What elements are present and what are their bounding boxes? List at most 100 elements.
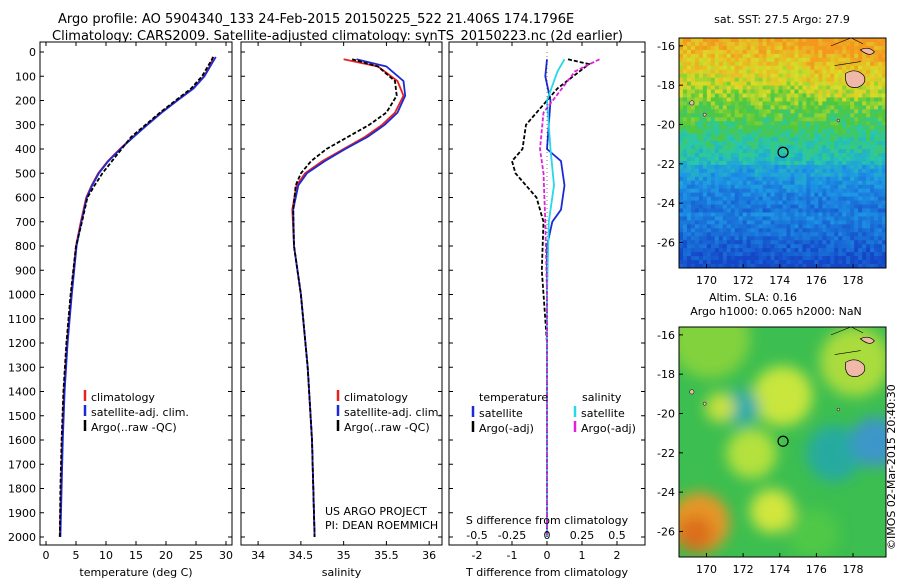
map-cell xyxy=(738,97,744,102)
map-cell xyxy=(838,212,843,217)
map-cell xyxy=(778,137,783,142)
map-cell xyxy=(698,156,704,162)
map-cell xyxy=(794,65,799,71)
map-cell xyxy=(866,117,871,122)
map-cell xyxy=(858,244,863,249)
map-cell xyxy=(734,184,740,190)
map-cell xyxy=(794,61,799,67)
map-cell xyxy=(850,212,855,217)
map-cell xyxy=(794,85,799,90)
map-cell xyxy=(690,192,696,198)
map-cell xyxy=(798,45,803,51)
map-cell xyxy=(786,172,791,178)
map-cell xyxy=(866,160,871,166)
map-cell xyxy=(734,196,740,201)
map-cell xyxy=(766,208,771,213)
map-cell xyxy=(870,57,875,63)
map-cell xyxy=(822,125,827,130)
map-cell xyxy=(710,176,716,182)
map-cell xyxy=(766,264,771,268)
map-cell xyxy=(710,145,716,150)
map-cell xyxy=(694,244,700,249)
map-cell xyxy=(882,156,886,162)
map-cell xyxy=(679,172,684,178)
map-cell xyxy=(818,256,823,261)
map-cell xyxy=(726,38,732,43)
map-cell xyxy=(762,53,767,59)
map-cell xyxy=(770,188,775,194)
map-cell xyxy=(778,41,783,47)
map-cell xyxy=(754,93,760,98)
map-cell xyxy=(706,228,712,233)
map-cell xyxy=(794,121,799,126)
map-cell xyxy=(730,121,736,126)
map-cell xyxy=(814,38,819,43)
map-cell xyxy=(850,41,855,47)
map-cell xyxy=(878,49,883,55)
map-cell xyxy=(682,244,688,249)
map-cell xyxy=(842,228,847,233)
map-cell xyxy=(830,125,835,130)
map-cell xyxy=(882,153,886,158)
map-cell xyxy=(738,109,744,114)
map-cell xyxy=(714,101,720,106)
map-cell xyxy=(679,49,684,55)
map-cell xyxy=(774,208,779,213)
map-cell xyxy=(794,168,799,174)
map-cell xyxy=(774,113,779,118)
map-cell xyxy=(826,89,831,94)
map-cell xyxy=(858,53,863,59)
map-cell xyxy=(818,77,823,83)
map-cell xyxy=(882,244,886,249)
map-cell xyxy=(786,184,791,190)
map-cell xyxy=(838,153,843,158)
map-cell xyxy=(710,121,716,126)
map-cell xyxy=(794,89,799,94)
map-cell xyxy=(746,252,752,257)
map-cell xyxy=(806,224,811,229)
map-cell xyxy=(722,113,728,118)
map-cell xyxy=(774,49,779,55)
map-cell xyxy=(822,113,827,118)
map-blob xyxy=(726,428,777,479)
map-cell xyxy=(706,141,712,146)
map-cell xyxy=(814,145,819,150)
map-cell xyxy=(770,212,775,217)
map-cell xyxy=(730,248,736,253)
map-cell xyxy=(750,101,756,106)
map-cell xyxy=(698,113,704,118)
map-cell xyxy=(882,256,886,261)
map-cell xyxy=(802,160,807,166)
map-cell xyxy=(806,256,811,261)
map-cell xyxy=(834,164,839,170)
map-cell xyxy=(746,141,752,146)
map-cell xyxy=(786,220,791,225)
map-cell xyxy=(734,204,740,209)
map-cell xyxy=(798,133,803,138)
map-cell xyxy=(802,248,807,253)
map-cell xyxy=(826,93,831,98)
map-cell xyxy=(742,264,748,268)
map-cell xyxy=(786,137,791,142)
map-cell xyxy=(806,145,811,150)
map-cell xyxy=(738,121,744,126)
map-cell xyxy=(854,145,859,150)
map-cell xyxy=(814,180,819,186)
map-cell xyxy=(738,81,744,86)
map-cell xyxy=(866,93,871,98)
map-cell xyxy=(770,240,775,245)
map-cell xyxy=(706,188,712,194)
map-cell xyxy=(874,41,879,47)
map-cell xyxy=(758,77,763,83)
map-cell xyxy=(762,141,767,146)
map-cell xyxy=(762,160,767,166)
map-cell xyxy=(778,69,783,75)
map-cell xyxy=(722,192,728,198)
map-cell xyxy=(734,192,740,198)
map-cell xyxy=(738,117,744,122)
map-cell xyxy=(874,220,879,225)
map-cell xyxy=(882,69,886,75)
map-cell xyxy=(762,204,767,209)
map-cell xyxy=(806,220,811,225)
